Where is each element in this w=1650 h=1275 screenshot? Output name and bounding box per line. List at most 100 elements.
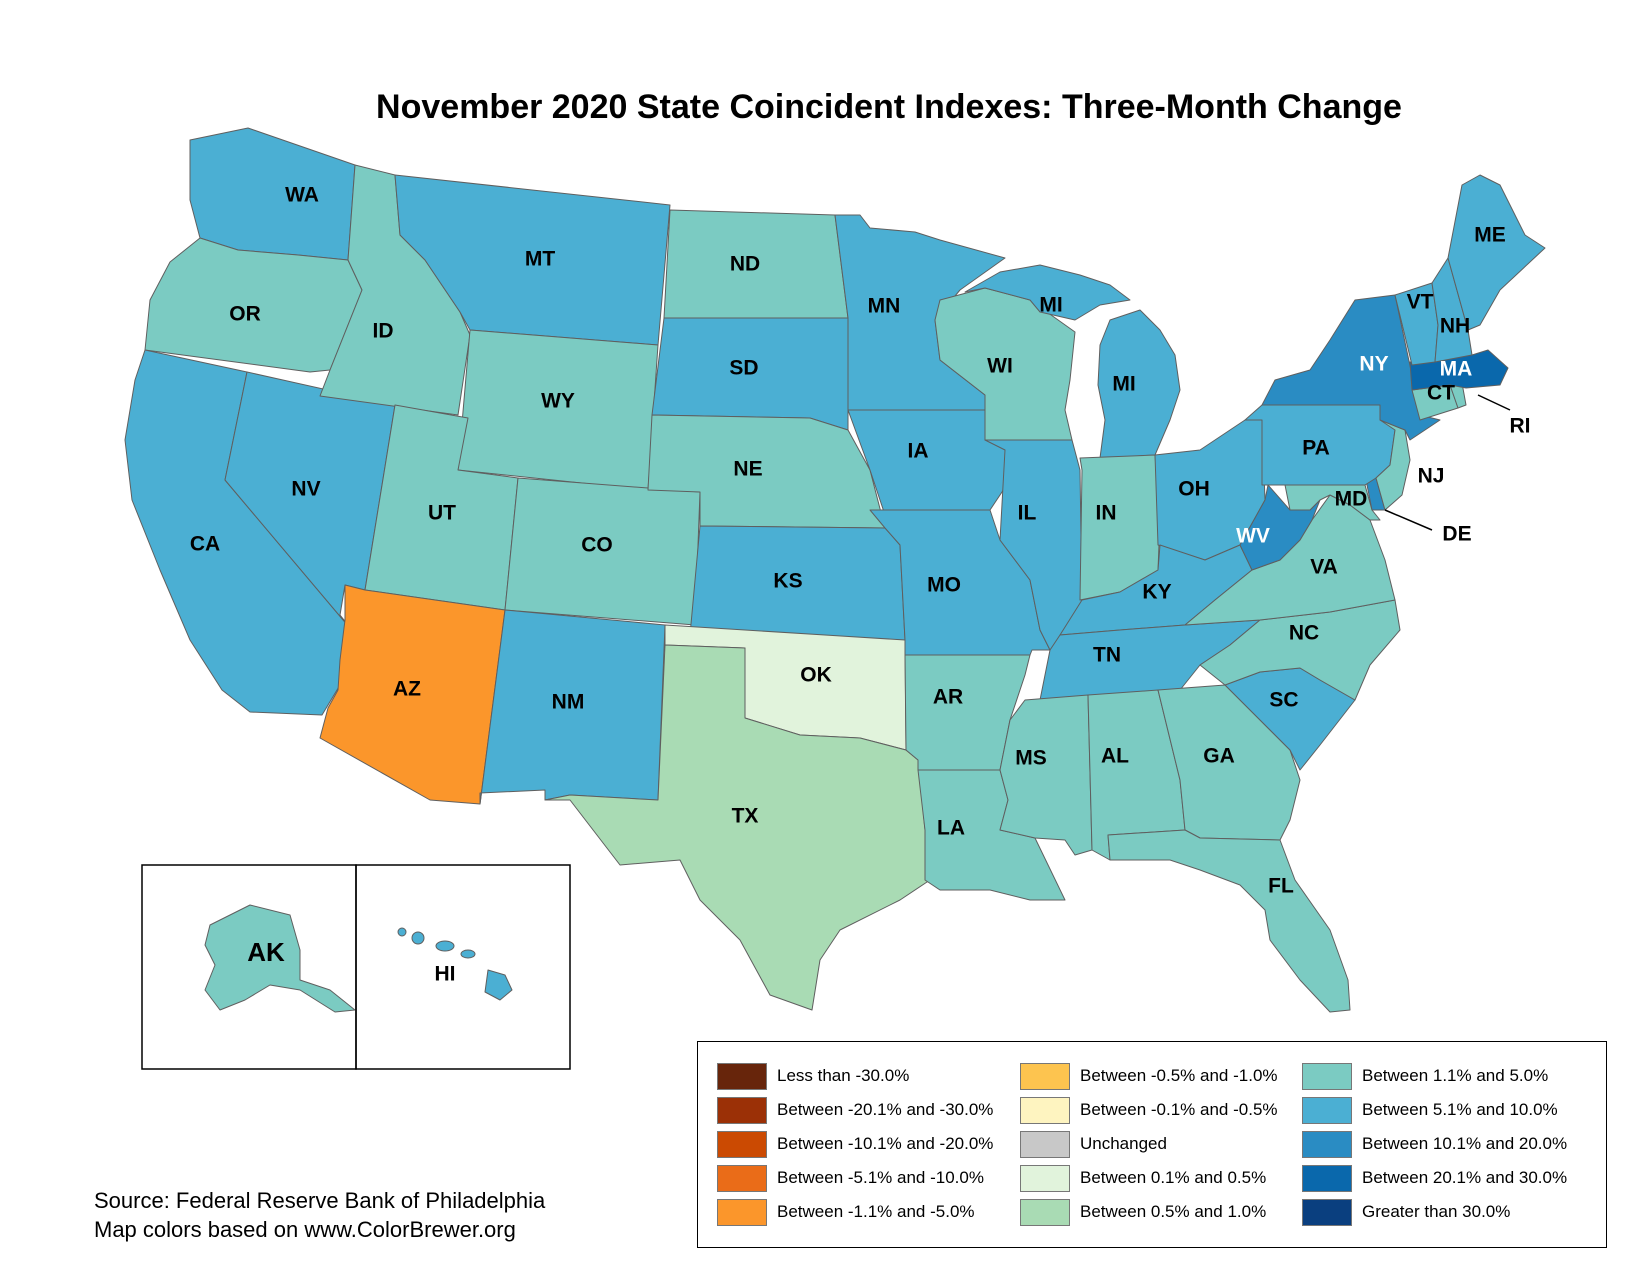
label-NV: NV [291,478,320,501]
label-VT: VT [1407,291,1434,314]
legend-swatch [717,1130,767,1158]
label-DE: DE [1442,523,1471,546]
state-MI[interactable] [1097,309,1181,459]
state-MD[interactable] [1284,484,1381,521]
label-OR: OR [229,303,261,326]
legend-item: Between 1.1% and 5.0% [1302,1062,1548,1090]
legend-swatch [1302,1130,1352,1158]
label-NE: NE [733,458,762,481]
legend-label: Between -1.1% and -5.0% [777,1202,975,1221]
label-WY: WY [541,390,575,413]
state-FL[interactable] [1107,829,1351,1013]
state-MI-UP[interactable] [964,264,1131,321]
state-WA[interactable] [189,127,356,261]
label-KY: KY [1142,581,1171,604]
label-ID: ID [373,320,394,343]
legend-label: Between -5.1% and -10.0% [777,1168,984,1187]
label-IN: IN [1096,502,1117,525]
map-title: November 2020 State Coincident Indexes: … [376,88,1402,126]
state-MT[interactable] [394,174,671,346]
label-MI-UP: MI [1039,294,1062,317]
label-WV: WV [1236,525,1270,548]
label-UT: UT [428,502,456,525]
label-NJ: NJ [1418,465,1445,488]
state-AK[interactable] [204,904,356,1013]
label-NM: NM [552,691,585,714]
label-AK: AK [247,937,285,967]
legend-item: Between -0.1% and -0.5% [1020,1096,1278,1124]
legend-swatch [1020,1130,1070,1158]
legend-item: Less than -30.0% [717,1062,909,1090]
label-TX: TX [732,805,759,828]
source-line-2: Map colors based on www.ColorBrewer.org [94,1217,516,1242]
label-MT: MT [525,248,555,271]
inset-hawaii-box [355,864,571,1070]
legend-label: Between -10.1% and -20.0% [777,1134,994,1153]
legend-item: Unchanged [1020,1130,1167,1158]
legend-item: Between -20.1% and -30.0% [717,1096,993,1124]
legend-label: Unchanged [1080,1134,1167,1153]
legend-swatch [1020,1096,1070,1124]
legend-swatch [1302,1062,1352,1090]
label-NH: NH [1440,315,1470,338]
legend-swatch [1302,1198,1352,1226]
legend-label: Between 10.1% and 20.0% [1362,1134,1568,1153]
legend-swatch [717,1164,767,1192]
label-OH: OH [1178,478,1210,501]
legend-label: Between -0.5% and -1.0% [1080,1066,1278,1085]
legend-swatch [1302,1164,1352,1192]
legend-item: Greater than 30.0% [1302,1198,1510,1226]
label-WA: WA [285,184,319,207]
label-PA: PA [1302,437,1330,460]
legend-swatch [1020,1198,1070,1226]
label-CO: CO [581,534,613,557]
label-SD: SD [729,357,758,380]
label-MD: MD [1335,488,1368,511]
label-KS: KS [773,570,802,593]
state-HI-1[interactable] [397,927,407,937]
legend-label: Between 0.5% and 1.0% [1080,1202,1267,1221]
label-FL: FL [1268,875,1294,898]
legend-swatch [717,1198,767,1226]
legend-swatch [1020,1062,1070,1090]
state-ME[interactable] [1447,174,1546,331]
state-HI-3[interactable] [435,940,455,952]
legend-item: Between 20.1% and 30.0% [1302,1164,1567,1192]
state-HI[interactable] [484,969,513,1001]
label-NY: NY [1359,353,1388,376]
label-MI: MI [1112,373,1135,396]
label-CA: CA [190,533,220,556]
label-MA: MA [1440,358,1473,381]
label-HI: HI [435,963,456,986]
legend-item: Between -1.1% and -5.0% [717,1198,975,1226]
legend-label: Between 1.1% and 5.0% [1362,1066,1549,1085]
legend: Less than -30.0% Between -20.1% and -30.… [697,1041,1607,1248]
legend-item: Between 5.1% and 10.0% [1302,1096,1558,1124]
source-line-1: Source: Federal Reserve Bank of Philadel… [94,1188,546,1213]
legend-label: Less than -30.0% [777,1066,910,1085]
leader-lines [1384,394,1511,531]
legend-label: Between 5.1% and 10.0% [1362,1100,1558,1119]
state-HI-4[interactable] [460,949,476,959]
label-GA: GA [1203,745,1235,768]
legend-label: Between -0.1% and -0.5% [1080,1100,1278,1119]
legend-item: Between 0.1% and 0.5% [1020,1164,1266,1192]
legend-swatch [1302,1096,1352,1124]
legend-label: Between -20.1% and -30.0% [777,1100,994,1119]
legend-item: Between 10.1% and 20.0% [1302,1130,1567,1158]
label-LA: LA [937,817,965,840]
label-MS: MS [1015,747,1047,770]
state-labels: WA OR CA NV ID MT WY UT AZ CO NM ND SD N… [190,184,1531,986]
state-MS[interactable] [999,694,1093,856]
state-HI-2[interactable] [411,931,425,945]
state-TX[interactable] [544,644,931,1011]
legend-swatch [1020,1164,1070,1192]
legend-item: Between -10.1% and -20.0% [717,1130,993,1158]
label-AR: AR [933,686,963,709]
states-group [124,127,1546,1013]
label-AL: AL [1101,745,1129,768]
legend-label: Between 20.1% and 30.0% [1362,1168,1568,1187]
label-TN: TN [1093,644,1121,667]
label-VA: VA [1310,556,1338,579]
